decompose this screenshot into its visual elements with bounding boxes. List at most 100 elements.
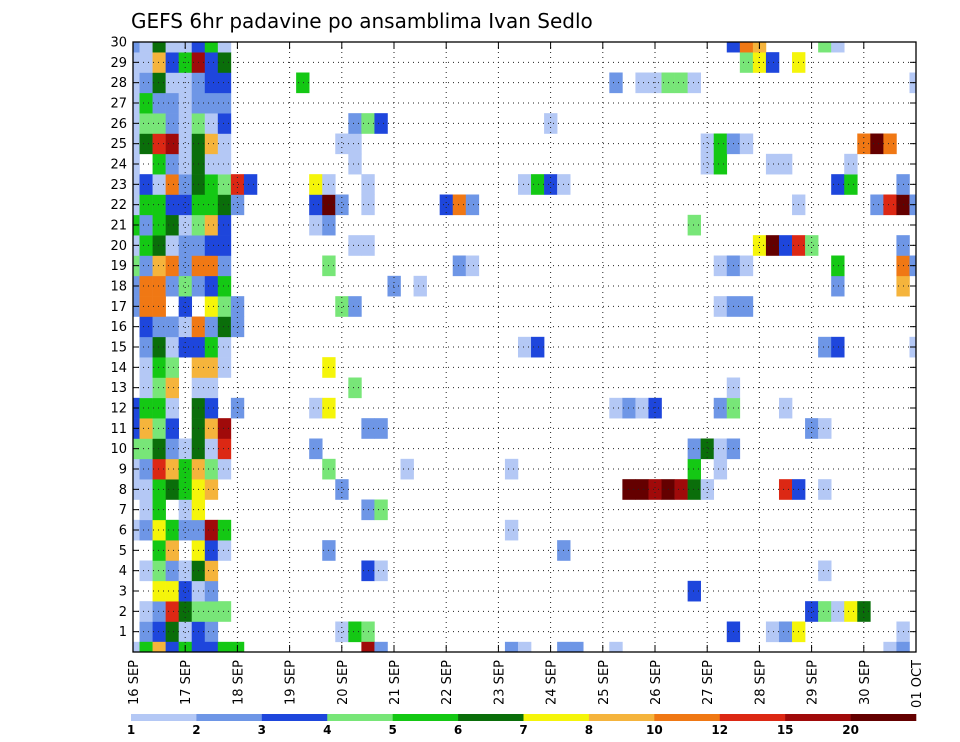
heatmap-cell	[152, 377, 166, 399]
heatmap-cell	[152, 336, 166, 358]
heatmap-cell	[204, 641, 219, 653]
heatmap-cell	[465, 194, 480, 216]
heatmap-cell	[217, 458, 232, 480]
heatmap-cell	[204, 296, 219, 317]
heatmap-cell	[348, 377, 362, 399]
heatmap-cell	[139, 174, 153, 195]
heatmap-cell	[805, 235, 819, 256]
heatmap-cell	[217, 438, 232, 460]
heatmap-cell	[165, 133, 179, 155]
heatmap-cell	[217, 275, 232, 297]
legend-swatch	[458, 714, 524, 721]
heatmap-cell	[178, 235, 193, 256]
heatmap-cell	[687, 214, 701, 236]
heatmap-cell	[713, 296, 728, 317]
heatmap-cell	[139, 336, 153, 358]
legend-label: 7	[519, 723, 527, 737]
legend-swatch	[588, 714, 655, 721]
heatmap-cell	[818, 42, 832, 53]
heatmap-cell	[204, 621, 219, 643]
heatmap-cell	[152, 418, 166, 439]
heatmap-cell	[713, 397, 728, 419]
heatmap-cell	[178, 499, 193, 521]
heatmap-cell	[139, 377, 153, 399]
heatmap-cell	[309, 174, 323, 195]
legend-swatch	[785, 714, 851, 721]
heatmap-cell	[204, 397, 219, 419]
color-legend: 1 2 3 4 5 6 7 8 10 12 15 20	[127, 714, 917, 737]
heatmap-cell	[700, 479, 715, 500]
heatmap-cell	[217, 52, 232, 73]
heatmap-cell	[139, 438, 153, 460]
x-tick-label: 28 SEP	[753, 660, 768, 705]
heatmap-cell	[544, 174, 558, 195]
heatmap-cell	[178, 153, 193, 175]
x-tick-label: 26 SEP	[649, 660, 664, 705]
y-tick-label: 10	[110, 442, 127, 457]
heatmap-cell	[178, 479, 193, 500]
heatmap-cell	[152, 601, 166, 622]
heatmap-cell	[217, 194, 232, 216]
heatmap-cell	[191, 42, 206, 53]
heatmap-cell	[139, 52, 153, 73]
y-tick-label: 28	[110, 76, 127, 91]
heatmap-cell	[152, 52, 166, 73]
legend-swatch	[850, 714, 917, 721]
y-tick-label: 26	[110, 117, 127, 132]
heatmap-cell	[152, 438, 166, 460]
heatmap-cell	[165, 72, 179, 94]
heatmap-cell	[230, 316, 245, 338]
legend-label: 3	[258, 723, 266, 737]
heatmap-cell	[374, 499, 388, 521]
heatmap-cell	[139, 621, 153, 643]
heatmap-cell	[178, 214, 193, 236]
heatmap-cell	[217, 92, 232, 114]
heatmap-cell	[178, 316, 193, 338]
x-tick-label: 23 SEP	[492, 660, 507, 705]
legend-swatch	[196, 714, 263, 721]
heatmap-cell	[165, 438, 179, 460]
heatmap-cell	[139, 418, 153, 439]
heatmap-cell	[713, 255, 728, 277]
heatmap-cell	[687, 438, 701, 460]
heatmap-cell	[230, 194, 245, 216]
heatmap-cell	[335, 194, 349, 216]
heatmap-cell	[635, 72, 649, 94]
heatmap-cell	[165, 641, 179, 653]
heatmap-cell	[204, 133, 219, 155]
heatmap-cell	[439, 194, 454, 216]
legend-label: 12	[711, 723, 728, 737]
heatmap-cell	[504, 519, 519, 541]
heatmap-cell	[204, 194, 219, 216]
heatmap-cell	[217, 214, 232, 236]
heatmap-cell	[217, 316, 232, 338]
heatmap-cell	[152, 194, 166, 216]
heatmap-cell	[296, 72, 310, 94]
y-tick-label: 5	[119, 544, 127, 559]
heatmap-cell	[217, 42, 232, 53]
heatmap-cell	[765, 52, 780, 73]
heatmap-cell	[348, 153, 362, 175]
heatmap-cell	[844, 601, 858, 622]
heatmap-cell	[152, 540, 166, 561]
heatmap-cell	[818, 601, 832, 622]
heatmap-cell	[204, 42, 219, 53]
heatmap-cell	[765, 153, 780, 175]
heatmap-cell	[870, 194, 884, 216]
x-tick-label: 29 SEP	[806, 660, 821, 705]
heatmap-cell	[217, 153, 232, 175]
x-tick-label: 22 SEP	[440, 660, 455, 705]
y-tick-label: 6	[119, 524, 127, 539]
heatmap-cell	[687, 580, 701, 602]
heatmap-cell	[204, 438, 219, 460]
legend-swatch	[654, 714, 721, 721]
heatmap-cell	[204, 580, 219, 602]
heatmap-cell	[139, 214, 153, 236]
heatmap-cell	[387, 275, 401, 297]
legend-label: 5	[388, 723, 396, 737]
heatmap-cell	[139, 519, 153, 541]
heatmap-cell	[165, 174, 179, 195]
heatmap-cell	[217, 601, 232, 622]
x-tick-label: 18 SEP	[231, 660, 246, 705]
